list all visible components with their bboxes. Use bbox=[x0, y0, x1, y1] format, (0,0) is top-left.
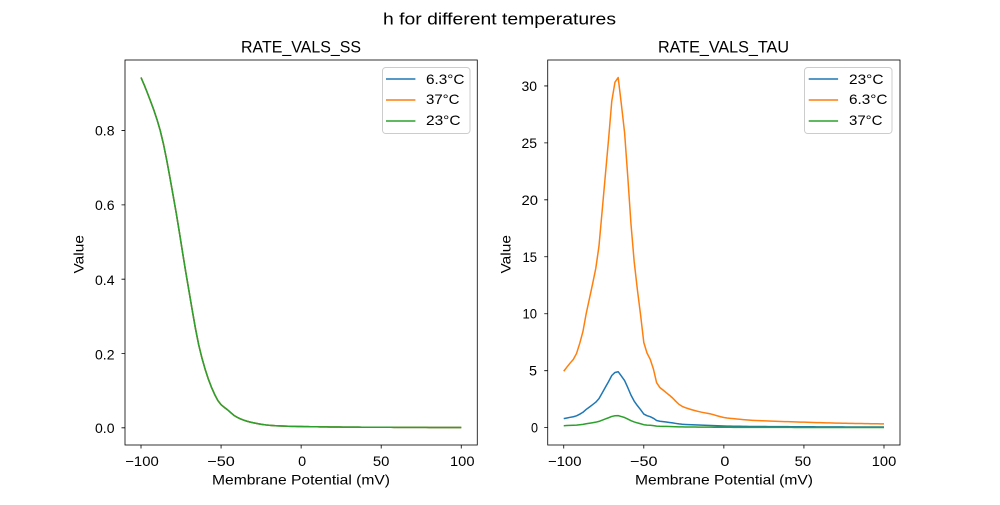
svg-text:0: 0 bbox=[720, 453, 729, 469]
svg-text:−100: −100 bbox=[548, 453, 582, 469]
svg-text:0.0: 0.0 bbox=[95, 420, 115, 436]
svg-text:23°C: 23°C bbox=[849, 71, 884, 87]
svg-text:Value: Value bbox=[71, 235, 87, 274]
svg-text:0: 0 bbox=[531, 420, 538, 436]
svg-text:−50: −50 bbox=[207, 453, 235, 469]
svg-text:37°C: 37°C bbox=[426, 91, 460, 107]
svg-text:0: 0 bbox=[298, 453, 306, 469]
svg-text:RATE_VALS_SS: RATE_VALS_SS bbox=[241, 38, 361, 57]
svg-text:20: 20 bbox=[522, 192, 539, 208]
svg-text:−50: −50 bbox=[630, 453, 658, 469]
svg-text:25: 25 bbox=[522, 135, 538, 151]
svg-text:0.2: 0.2 bbox=[95, 346, 115, 362]
svg-text:0.4: 0.4 bbox=[95, 272, 115, 288]
svg-text:23°C: 23°C bbox=[426, 112, 461, 128]
svg-text:0.6: 0.6 bbox=[95, 197, 115, 213]
svg-text:6.3°C: 6.3°C bbox=[849, 91, 888, 107]
svg-text:h for different temperatures: h for different temperatures bbox=[383, 10, 616, 29]
svg-text:RATE_VALS_TAU: RATE_VALS_TAU bbox=[658, 38, 789, 57]
svg-text:5: 5 bbox=[529, 363, 537, 379]
svg-text:50: 50 bbox=[373, 453, 390, 469]
svg-text:Membrane Potential (mV): Membrane Potential (mV) bbox=[635, 472, 813, 488]
svg-text:0.8: 0.8 bbox=[95, 123, 115, 139]
svg-text:6.3°C: 6.3°C bbox=[426, 71, 465, 87]
svg-text:Membrane Potential (mV): Membrane Potential (mV) bbox=[212, 472, 390, 488]
svg-text:Value: Value bbox=[498, 235, 514, 274]
svg-text:37°C: 37°C bbox=[849, 112, 883, 128]
svg-text:50: 50 bbox=[795, 453, 812, 469]
svg-text:30: 30 bbox=[522, 78, 538, 94]
svg-text:100: 100 bbox=[872, 453, 897, 469]
svg-text:−100: −100 bbox=[125, 453, 159, 469]
svg-text:15: 15 bbox=[523, 249, 538, 265]
svg-text:10: 10 bbox=[523, 306, 538, 322]
svg-text:100: 100 bbox=[450, 453, 475, 469]
